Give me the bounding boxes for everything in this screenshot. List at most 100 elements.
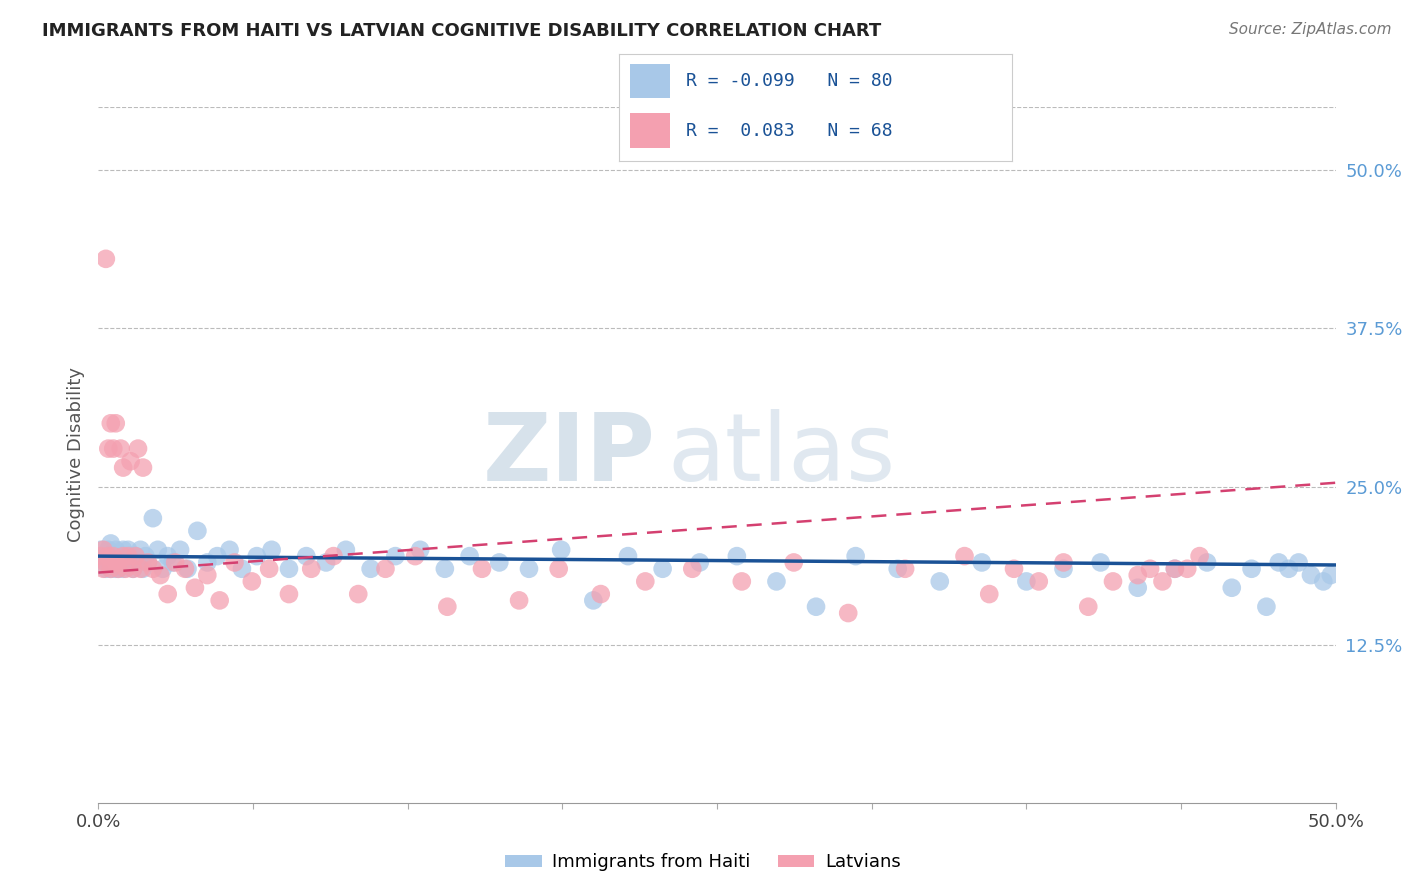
Point (112, 460, 135, 475)
Point (246, 549, 269, 563)
Bar (630, 113, 669, 148)
Point (617, 549, 640, 563)
Point (1188, 549, 1211, 563)
Point (104, 542, 127, 557)
Point (725, 549, 748, 563)
Point (1052, 556, 1074, 570)
Point (1220, 581, 1243, 595)
Point (127, 442, 149, 456)
Point (104, 556, 127, 570)
Point (1164, 562, 1187, 576)
Point (120, 549, 142, 563)
Point (517, 562, 540, 576)
Bar (630, 64, 669, 98)
Point (278, 562, 301, 576)
Point (278, 587, 301, 601)
Point (110, 442, 132, 456)
Point (731, 574, 754, 589)
Point (681, 562, 703, 576)
Point (231, 562, 253, 576)
Point (120, 454, 142, 468)
Point (114, 549, 136, 563)
Point (93, 562, 115, 576)
Point (90, 542, 112, 557)
Text: R =  0.083   N = 68: R = 0.083 N = 68 (686, 121, 893, 139)
Point (134, 549, 156, 563)
Point (360, 562, 382, 576)
Point (1152, 574, 1174, 589)
Point (260, 542, 283, 557)
Point (97, 549, 120, 563)
Point (165, 556, 187, 570)
Point (117, 542, 139, 557)
Point (208, 593, 231, 607)
Point (589, 587, 612, 601)
Point (1052, 562, 1074, 576)
Legend: Immigrants from Haiti, Latvians: Immigrants from Haiti, Latvians (498, 847, 908, 879)
Point (953, 549, 976, 563)
Point (1319, 568, 1341, 582)
Point (1278, 562, 1301, 576)
Point (979, 587, 1001, 601)
Point (508, 593, 530, 607)
Point (436, 599, 458, 614)
Point (186, 524, 208, 538)
Point (1288, 556, 1310, 570)
Point (458, 549, 481, 563)
Point (845, 549, 868, 563)
Point (315, 556, 337, 570)
Point (384, 549, 406, 563)
Point (97, 442, 120, 456)
Point (107, 562, 129, 576)
Point (152, 562, 174, 576)
Point (112, 549, 135, 563)
Point (547, 562, 569, 576)
Point (100, 562, 122, 576)
Point (97, 549, 120, 563)
Point (240, 574, 263, 589)
Point (1299, 568, 1322, 582)
Point (184, 581, 207, 595)
Point (156, 549, 179, 563)
Point (117, 549, 139, 563)
Point (257, 562, 280, 576)
Point (107, 556, 129, 570)
Point (94, 252, 117, 266)
Point (142, 511, 165, 525)
Point (103, 556, 125, 570)
Point (783, 556, 806, 570)
Point (136, 556, 159, 570)
Point (124, 549, 146, 563)
Point (409, 542, 432, 557)
Text: IMMIGRANTS FROM HAITI VS LATVIAN COGNITIVE DISABILITY CORRELATION CHART: IMMIGRANTS FROM HAITI VS LATVIAN COGNITI… (42, 22, 882, 40)
Point (124, 549, 146, 563)
Point (94, 556, 117, 570)
Point (1002, 562, 1025, 576)
Point (103, 549, 125, 563)
Text: Source: ZipAtlas.com: Source: ZipAtlas.com (1229, 22, 1392, 37)
Point (122, 562, 145, 576)
Point (1126, 568, 1149, 582)
Point (110, 556, 132, 570)
Point (634, 574, 657, 589)
Point (205, 549, 228, 563)
Point (1268, 556, 1291, 570)
Point (129, 542, 152, 557)
Point (1195, 556, 1218, 570)
Point (1175, 562, 1198, 576)
Point (169, 542, 191, 557)
Point (837, 606, 859, 620)
Point (136, 556, 159, 570)
Point (765, 574, 787, 589)
Point (142, 562, 165, 576)
Point (176, 562, 198, 576)
Point (488, 556, 510, 570)
Point (886, 562, 908, 576)
Point (1015, 574, 1038, 589)
Point (404, 549, 426, 563)
Point (1090, 556, 1112, 570)
Point (1077, 599, 1099, 614)
Point (928, 574, 950, 589)
Y-axis label: Cognitive Disability: Cognitive Disability (66, 368, 84, 542)
Point (433, 562, 456, 576)
